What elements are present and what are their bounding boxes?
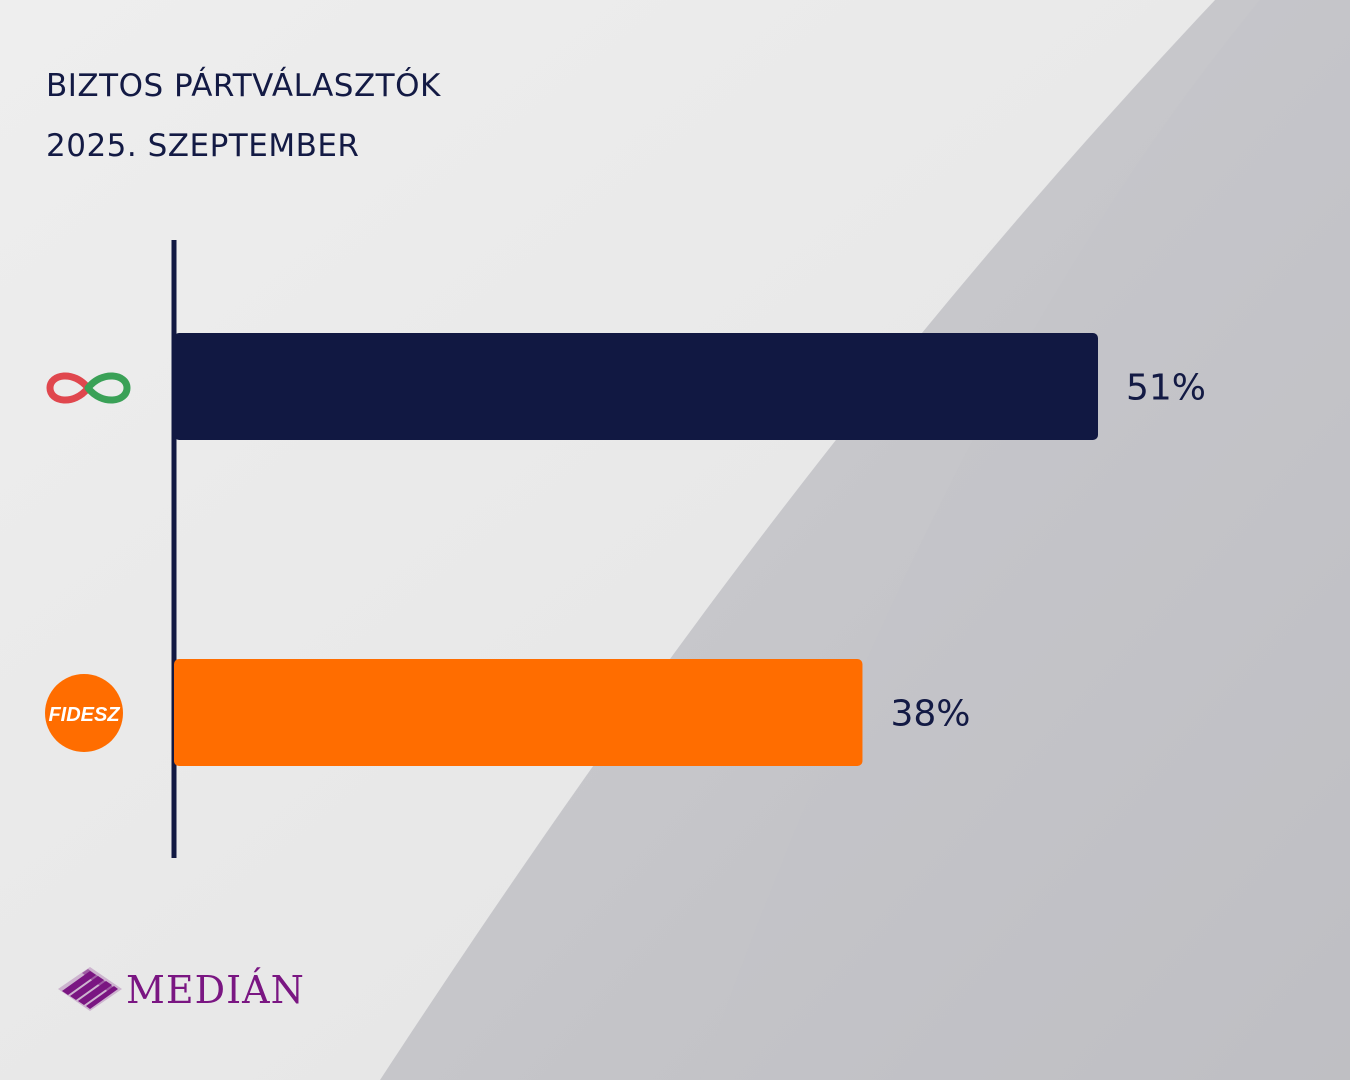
data-label: 51%	[1126, 368, 1206, 409]
chart-subtitle: 2025. SZEPTEMBER	[46, 128, 360, 164]
infinity-party-logo	[46, 372, 131, 404]
bar	[174, 333, 1098, 440]
median-logo-mark	[58, 967, 122, 1011]
bar	[174, 659, 863, 766]
fidesz-logo-text: FIDESZ	[48, 704, 120, 726]
median-brand-text: MEDIÁN	[126, 968, 305, 1012]
chart-title: BIZTOS PÁRTVÁLASZTÓK	[46, 68, 441, 104]
fidesz-party-logo: FIDESZ	[45, 674, 123, 752]
data-label: 38%	[890, 694, 970, 735]
